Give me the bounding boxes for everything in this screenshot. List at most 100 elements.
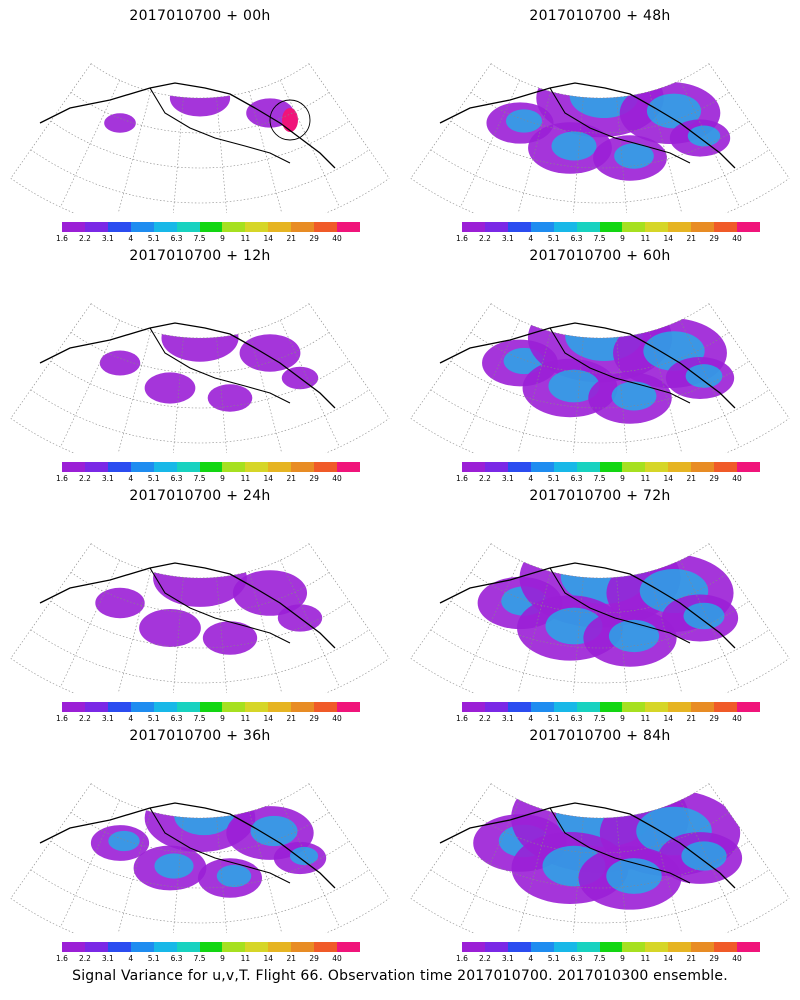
colorbar-swatch	[737, 222, 760, 232]
colorbar-label: 7.5	[193, 474, 206, 483]
variance-core	[683, 602, 725, 630]
forecast-panel: 2017010700 + 60h 1.6 2.2 3.1 4 5.1 6.3 7.5 9 11 14…	[400, 240, 800, 485]
colorbar-label: 3.1	[501, 714, 514, 723]
colorbar-swatch	[691, 702, 715, 712]
longitude-line	[708, 303, 790, 419]
colorbar	[62, 222, 360, 232]
colorbar-label: 3.1	[101, 714, 114, 723]
colorbar-swatch	[337, 702, 360, 712]
colorbar-swatch	[737, 702, 760, 712]
colorbar-swatch	[291, 462, 315, 472]
longitude-line	[410, 543, 492, 659]
colorbar-swatch	[176, 462, 200, 472]
colorbar-label: 2.2	[478, 714, 491, 723]
colorbar-label: 1.6	[456, 954, 468, 963]
colorbar-label: 4	[128, 954, 134, 963]
colorbar-label: 9	[620, 474, 625, 483]
colorbar-label: 40	[732, 954, 742, 963]
colorbar	[62, 702, 360, 712]
panel-title: 2017010700 + 36h	[129, 728, 271, 744]
colorbar-label: 11	[240, 474, 251, 483]
colorbar	[462, 702, 760, 712]
colorbar-label: 21	[686, 954, 696, 963]
colorbar-swatch	[553, 222, 577, 232]
colorbar-label: 6.3	[570, 474, 583, 483]
colorbar-label: 1.6	[56, 474, 68, 483]
panel-title: 2017010700 + 72h	[529, 488, 671, 504]
forecast-panel: 2017010700 + 00h 1.6 2.2 3.1 4 5.1 6.3 7.5 9 11 14…	[0, 0, 400, 245]
colorbar-label: 14	[663, 234, 674, 243]
colorbar-label: 14	[663, 474, 674, 483]
colorbar-label: 21	[286, 954, 296, 963]
coastline	[439, 562, 736, 649]
colorbar-label: 1.6	[456, 714, 468, 723]
colorbar-label: 1.6	[456, 234, 468, 243]
colorbar-label: 11	[640, 234, 651, 243]
latitude-line	[10, 178, 390, 213]
colorbar-swatch	[530, 222, 554, 232]
longitude-line	[573, 337, 584, 453]
longitude-line	[616, 97, 627, 213]
colorbar-label: 4	[528, 474, 534, 483]
longitude-line	[10, 303, 92, 419]
colorbar-swatch	[130, 942, 154, 952]
longitude-line	[216, 97, 227, 213]
longitude-line	[517, 91, 552, 213]
latitude-line	[90, 543, 310, 579]
variance-core	[681, 841, 727, 871]
variance-core	[250, 815, 298, 847]
colorbar-label: 14	[263, 714, 274, 723]
colorbar-label: 9	[620, 234, 625, 243]
colorbar-label: 4	[528, 954, 534, 963]
variance-region	[239, 334, 301, 372]
colorbar-swatch	[84, 702, 108, 712]
colorbar-swatch	[622, 702, 646, 712]
colorbar-label: 9	[220, 234, 225, 243]
colorbar-swatch	[645, 942, 669, 952]
colorbar-label: 1.6	[56, 234, 68, 243]
colorbar-swatch	[245, 222, 269, 232]
colorbar-label: 7.5	[593, 234, 606, 243]
colorbar-swatch	[314, 942, 338, 952]
colorbar-label: 2.2	[478, 954, 491, 963]
variance-map	[410, 543, 790, 693]
colorbar-swatch	[337, 222, 360, 232]
colorbar-swatch	[337, 462, 360, 472]
latitude-line	[450, 840, 750, 889]
colorbar-swatch	[484, 222, 508, 232]
colorbar-label: 14	[663, 714, 674, 723]
coastline	[39, 82, 336, 169]
latitude-line	[50, 840, 350, 889]
colorbar-label: 40	[332, 474, 342, 483]
latitude-line	[30, 389, 370, 444]
colorbar-swatch	[691, 942, 715, 952]
colorbar-labels: 1.6 2.2 3.1 4 5.1 6.3 7.5 9 11 14 21 29 40	[448, 474, 768, 484]
colorbar-swatch	[130, 462, 154, 472]
colorbar-swatch	[62, 702, 85, 712]
colorbar-swatch	[130, 702, 154, 712]
colorbar-label: 21	[286, 714, 296, 723]
colorbar-swatch	[62, 942, 85, 952]
colorbar-label: 9	[220, 954, 225, 963]
variance-core	[608, 619, 660, 653]
forecast-panel: 2017010700 + 12h 1.6 2.2 3.1 4 5.1 6.3 7.5 9 11 14…	[0, 240, 400, 485]
colorbar-label: 5.1	[147, 474, 160, 483]
colorbar-swatch	[222, 462, 246, 472]
colorbar-swatch	[530, 702, 554, 712]
colorbar-label: 3.1	[501, 954, 514, 963]
colorbar-swatch	[507, 942, 531, 952]
colorbar-label: 14	[663, 954, 674, 963]
colorbar-label: 29	[309, 474, 319, 483]
colorbar-swatch	[714, 942, 738, 952]
latitude-line	[470, 812, 730, 854]
colorbar-swatch	[153, 222, 177, 232]
coastline	[549, 567, 691, 644]
colorbar-label: 40	[732, 714, 742, 723]
latitude-line	[90, 783, 310, 819]
colorbar-swatch	[714, 702, 738, 712]
colorbar-label: 29	[309, 714, 319, 723]
longitude-line	[117, 91, 152, 213]
variance-core	[216, 864, 252, 888]
colorbar-label: 3.1	[501, 234, 514, 243]
latitude-line	[50, 120, 350, 169]
